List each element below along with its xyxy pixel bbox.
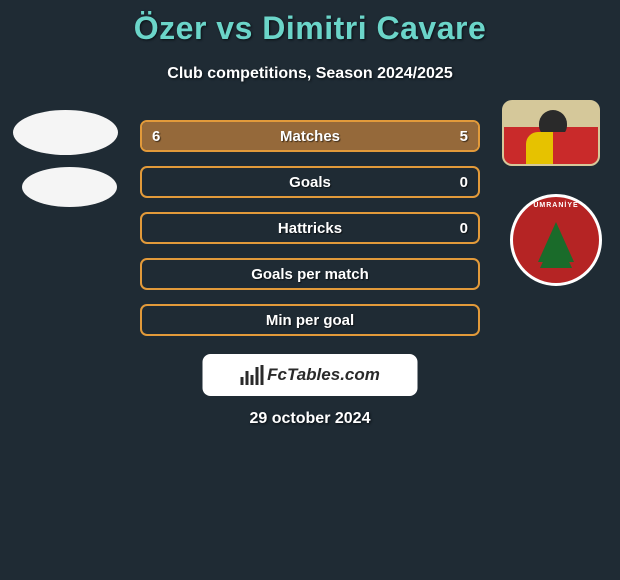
stat-right-value: 0 (460, 174, 468, 191)
stat-right-value: 0 (460, 220, 468, 237)
stat-bar: Min per goal (140, 304, 480, 336)
player2-avatar (502, 100, 600, 166)
player1-avatar-placeholder (13, 110, 118, 155)
player1-club-placeholder (22, 167, 117, 207)
stat-label: Goals (289, 174, 331, 191)
brand-box: FcTables.com (203, 354, 418, 396)
stat-bar: Goals per match (140, 258, 480, 290)
left-player-column (0, 110, 130, 207)
stat-bars: 6 Matches 5 Goals 0 Hattricks 0 Goals per match… (140, 120, 480, 350)
bar-fill-right (325, 122, 478, 150)
stat-bar: 6 Matches 5 (140, 120, 480, 152)
brand-bar-chart-icon (240, 365, 263, 385)
stat-label: Matches (280, 128, 340, 145)
player2-club-badge: ÜMRANİYE (510, 194, 602, 286)
stat-bar: Goals 0 (140, 166, 480, 198)
comparison-subtitle: Club competitions, Season 2024/2025 (0, 65, 620, 83)
brand-text: FcTables.com (267, 365, 380, 385)
club-badge-tree-icon (538, 222, 574, 262)
stat-left-value: 6 (152, 128, 160, 145)
stat-label: Goals per match (251, 266, 369, 283)
stat-right-value: 5 (460, 128, 468, 145)
generation-date: 29 october 2024 (0, 410, 620, 428)
club-badge-text: ÜMRANİYE (533, 202, 578, 209)
comparison-title: Özer vs Dimitri Cavare (0, 0, 620, 47)
stat-label: Min per goal (266, 312, 354, 329)
stat-bar: Hattricks 0 (140, 212, 480, 244)
stat-label: Hattricks (278, 220, 342, 237)
right-player-column: ÜMRANİYE (490, 100, 620, 286)
